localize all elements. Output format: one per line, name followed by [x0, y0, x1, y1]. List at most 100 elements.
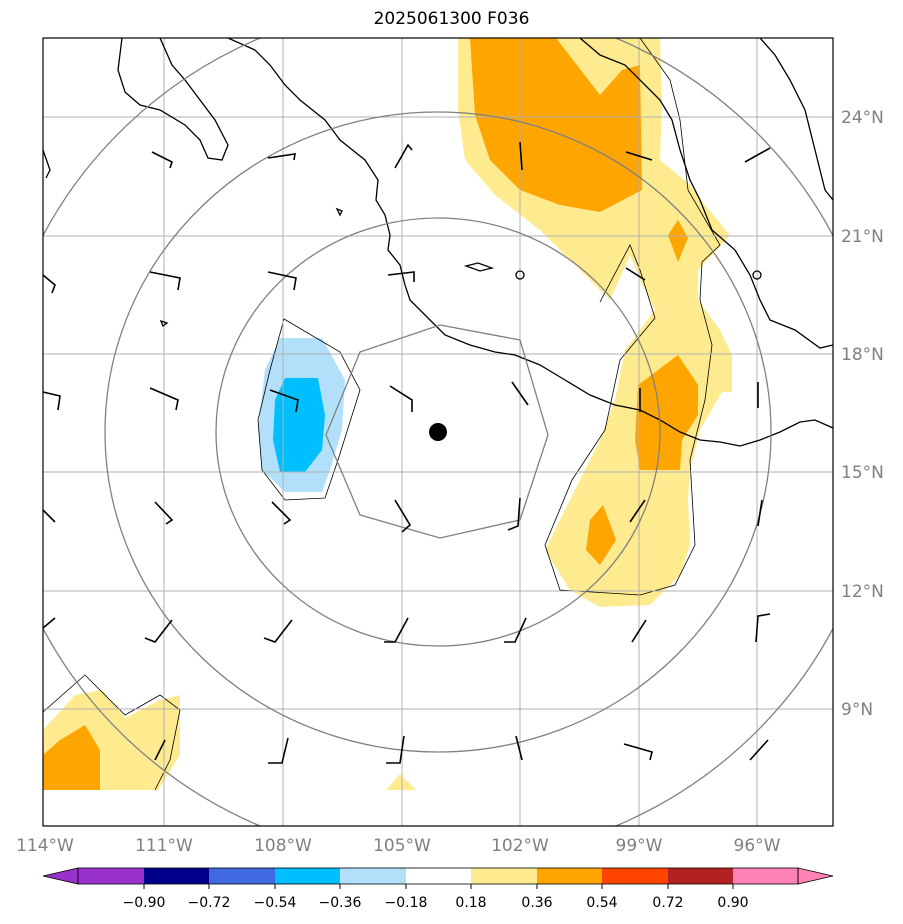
positive-anomaly-south-core — [635, 355, 698, 470]
lat-tick-label: 9°N — [841, 700, 873, 720]
colorbar-segment — [537, 868, 602, 884]
lat-tick-label: 21°N — [841, 227, 884, 247]
wind-barb — [384, 617, 409, 643]
wind-barb — [271, 501, 292, 525]
colorbar-frame — [77, 867, 799, 885]
colorbar-ticks — [143, 884, 734, 889]
colorbar-segment — [144, 868, 209, 884]
range-ring-2 — [215, 217, 661, 647]
wind-barb — [504, 617, 527, 643]
contour-negative — [257, 318, 361, 501]
colorbar-segment — [733, 868, 798, 884]
colorbar-extend-high — [797, 867, 834, 885]
wind-barb — [154, 739, 166, 761]
wind-barb — [511, 381, 529, 406]
wind-barb — [151, 151, 173, 169]
wind-barb — [267, 153, 296, 161]
wind-barb — [42, 617, 56, 629]
wind-barb — [268, 737, 289, 764]
contour-positive-southwest — [43, 674, 181, 791]
wind-barb — [394, 499, 412, 533]
lon-tick-label: 114°W — [16, 836, 74, 856]
wind-barb — [42, 509, 56, 523]
colorbar-tick-label: 0.54 — [586, 895, 617, 911]
lon-tick-labels: 114°W 111°W 108°W 105°W 102°W 99°W 96°W — [16, 836, 781, 856]
colorbar-tick-label: 0.18 — [455, 895, 486, 911]
coastline-gulf — [579, 38, 833, 349]
colorbar-tick-label: −0.90 — [123, 895, 166, 911]
wind-barb — [149, 387, 179, 411]
range-ring-1 — [325, 324, 549, 539]
colorbar-tick-label: −0.18 — [385, 895, 428, 911]
colorbar-segment — [602, 868, 668, 884]
wind-barb — [144, 619, 173, 643]
coastline-north-east — [759, 38, 833, 201]
positive-anomaly-southwest-core — [43, 725, 100, 790]
shaded-fields — [43, 38, 732, 790]
island-5 — [159, 319, 169, 328]
wind-barb — [42, 274, 56, 294]
wind-barb — [154, 501, 174, 525]
lat-tick-label: 18°N — [841, 345, 884, 365]
wind-barb — [744, 147, 771, 163]
lat-tick-labels: 24°N 21°N 18°N 15°N 12°N 9°N — [841, 108, 884, 720]
range-ring-3 — [104, 111, 772, 753]
colorbar: −0.90 −0.72 −0.54 −0.36 −0.18 0.18 0.36 … — [42, 867, 834, 911]
colorbar-tick-label: 0.90 — [717, 895, 748, 911]
lon-tick-label: 108°W — [254, 836, 312, 856]
range-rings — [43, 38, 833, 826]
wind-barb — [749, 739, 769, 761]
wind-barb — [625, 267, 646, 281]
wind-barb — [389, 385, 413, 412]
colorbar-tick-label: 0.36 — [521, 895, 552, 911]
positive-anomaly-small-core — [668, 220, 688, 262]
colorbar-segment — [471, 868, 537, 884]
chart-title: 2025061300 F036 — [373, 9, 530, 29]
positive-anomaly-south-core2 — [586, 505, 616, 565]
coastline-baja — [43, 38, 229, 179]
negative-anomaly-core — [273, 378, 325, 472]
wind-barb — [519, 141, 523, 171]
wind-barb — [631, 619, 647, 643]
wind-barb — [629, 499, 646, 523]
lon-tick-label: 99°W — [616, 836, 663, 856]
positive-anomaly-tiny — [386, 774, 416, 790]
wind-barb — [42, 391, 61, 411]
wind-barb — [755, 613, 771, 643]
coastline-mainland — [227, 38, 833, 447]
colorbar-tick-label: −0.54 — [254, 895, 297, 911]
wind-barb — [149, 271, 181, 291]
wind-barb — [515, 735, 523, 761]
wind-barb — [387, 271, 415, 282]
wind-barb — [386, 735, 405, 764]
lon-tick-label: 96°W — [734, 836, 781, 856]
wind-barb — [267, 271, 297, 291]
lat-tick-label: 15°N — [841, 463, 884, 483]
island-1 — [463, 262, 495, 272]
map-frame — [42, 37, 834, 827]
wind-barb — [623, 743, 653, 761]
wind-barb — [394, 143, 413, 169]
colorbar-segment — [668, 868, 733, 884]
wind-barb — [263, 619, 293, 643]
island-3 — [515, 270, 525, 280]
coastlines — [43, 38, 833, 447]
lon-tick-label: 102°W — [491, 836, 549, 856]
colorbar-extend-low — [42, 867, 79, 885]
colorbar-segment — [209, 868, 275, 884]
island-4 — [752, 270, 762, 280]
colorbar-tick-label: 0.72 — [652, 895, 683, 911]
colorbar-tick-label: −0.72 — [188, 895, 231, 911]
island-2 — [335, 207, 343, 217]
wind-barb — [757, 499, 763, 527]
positive-anomaly-north-core — [470, 38, 642, 212]
wind-barb — [507, 497, 521, 531]
wind-barbs — [42, 141, 771, 764]
colorbar-segment — [406, 868, 471, 884]
wind-barb — [269, 389, 299, 413]
colorbar-segment — [78, 868, 144, 884]
colorbar-segment — [340, 868, 406, 884]
lon-tick-label: 105°W — [373, 836, 431, 856]
colorbar-segment — [275, 868, 340, 884]
